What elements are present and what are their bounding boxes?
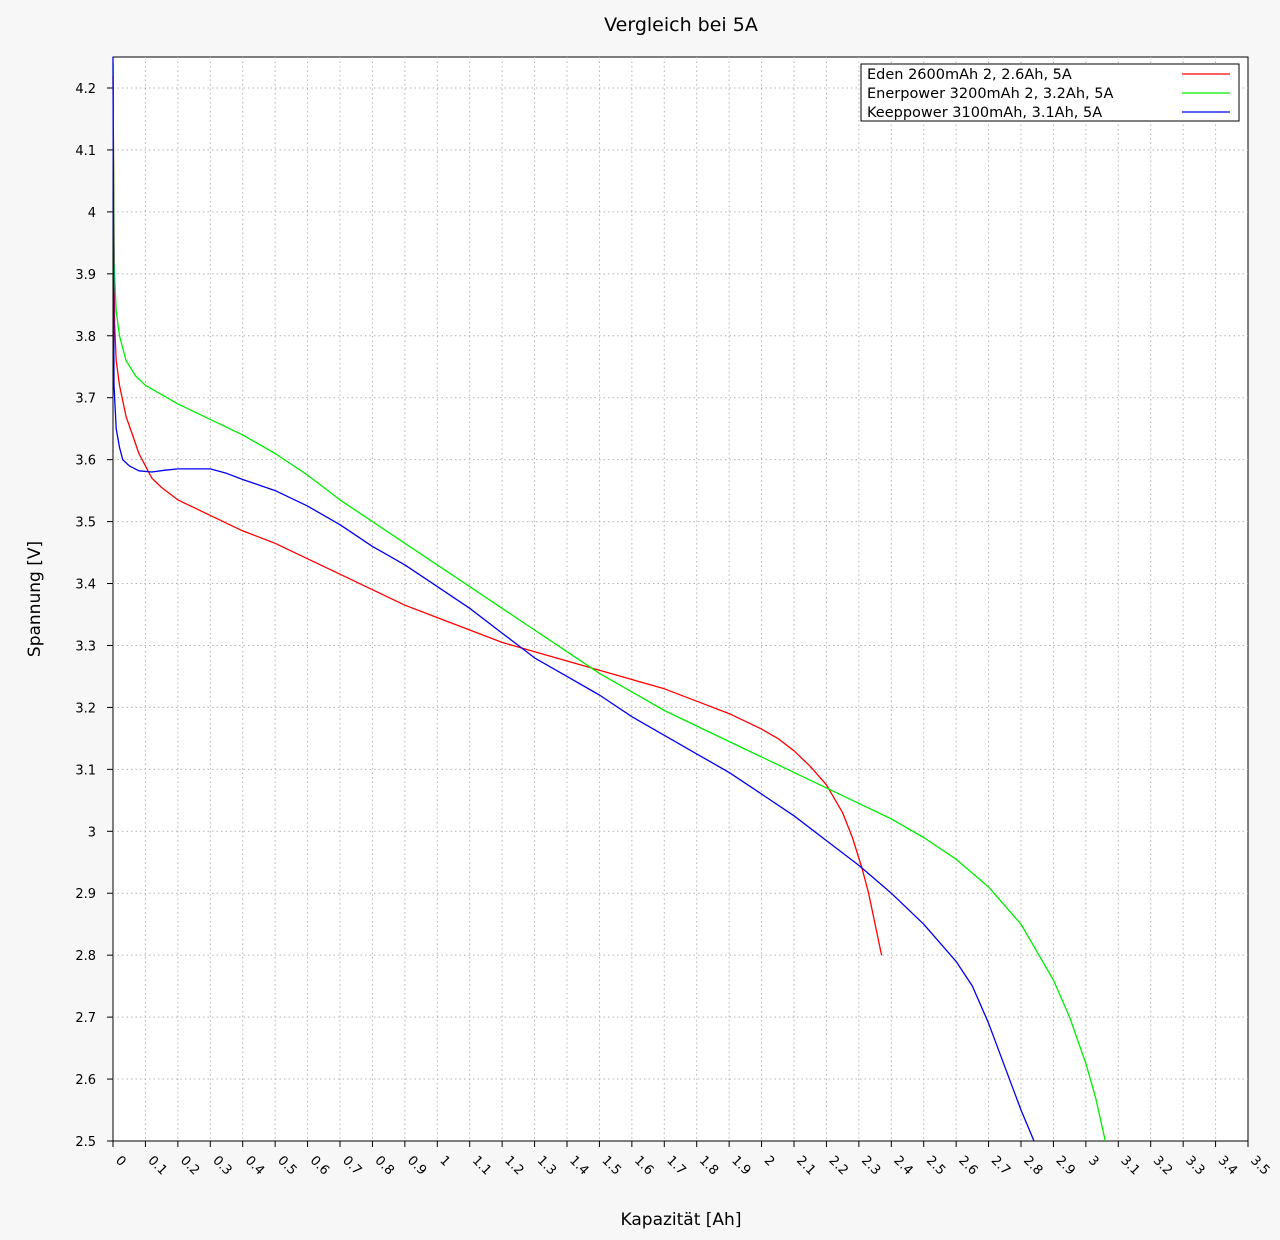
x-tick-label: 2 xyxy=(761,1153,777,1169)
series-line-eden xyxy=(112,75,883,956)
x-tick-label: 1.7 xyxy=(663,1153,688,1178)
legend-label-eden: Eden 2600mAh 2, 2.6Ah, 5A xyxy=(867,67,1072,83)
y-tick-label: 3.9 xyxy=(75,268,96,283)
x-tick-label: 0.4 xyxy=(242,1153,267,1178)
y-tick-label: 3.5 xyxy=(75,516,96,531)
x-tick-label: 1.4 xyxy=(566,1153,591,1178)
x-tick-label: 2.8 xyxy=(1020,1153,1045,1178)
x-tick-label: 2.2 xyxy=(826,1153,851,1178)
y-tick-label: 3.4 xyxy=(75,578,96,593)
y-tick-label: 3 xyxy=(88,825,96,840)
x-tick-label: 0.9 xyxy=(404,1153,429,1178)
chart-title: Vergleich bei 5A xyxy=(604,14,758,36)
y-tick-label: 3.3 xyxy=(75,639,96,654)
x-tick-label: 2.7 xyxy=(988,1153,1013,1178)
x-tick-label: 1.3 xyxy=(534,1153,559,1178)
y-tick-label: 2.9 xyxy=(75,887,96,902)
y-tick-label: 3.8 xyxy=(75,330,96,345)
x-tick-label: 0.2 xyxy=(177,1153,202,1178)
x-tick-label: 3 xyxy=(1085,1153,1101,1169)
x-tick-label: 0.3 xyxy=(209,1153,234,1178)
y-tick-label: 2.8 xyxy=(75,949,96,964)
x-tick-label: 3.2 xyxy=(1150,1153,1175,1178)
series-line-enerpower xyxy=(112,63,1106,1142)
x-tick-label: 1.9 xyxy=(728,1153,753,1178)
y-tick-label: 3.2 xyxy=(75,701,96,716)
x-tick-label: 0.7 xyxy=(339,1153,364,1178)
y-tick-label: 3.7 xyxy=(75,392,96,407)
x-tick-label: 1.2 xyxy=(501,1153,526,1178)
x-tick-label: 1.1 xyxy=(469,1153,494,1178)
x-tick-label: 2.4 xyxy=(890,1153,915,1178)
x-tick-label: 2.3 xyxy=(858,1153,883,1178)
x-tick-label: 0.6 xyxy=(307,1153,332,1178)
x-tick-label: 2.1 xyxy=(793,1153,818,1178)
x-axis-title: Kapazität [Ah] xyxy=(621,1210,742,1230)
x-tick-label: 3.1 xyxy=(1117,1153,1142,1178)
y-tick-label: 4 xyxy=(88,206,96,221)
x-tick-label: 3.5 xyxy=(1247,1153,1272,1178)
series-line-keeppower xyxy=(112,56,1035,1142)
x-tick-label: 1 xyxy=(436,1153,452,1169)
axis-ticks xyxy=(107,87,1249,1147)
grid-lines xyxy=(113,57,1248,1141)
y-tick-label: 2.6 xyxy=(75,1073,96,1088)
y-tick-label: 3.1 xyxy=(75,763,96,778)
x-tick-label: 1.6 xyxy=(631,1153,656,1178)
x-tick-labels: 0 0.1 0.2 0.3 0.4 0.5 0.6 0.7 0.8 0.9 1 1.1 1.2 1.3 1.… xyxy=(112,1153,1272,1178)
x-tick-label: 0.5 xyxy=(274,1153,299,1178)
x-tick-label: 3.3 xyxy=(1182,1153,1207,1178)
y-axis-title: Spannung [V] xyxy=(25,541,45,657)
y-tick-label: 4.1 xyxy=(75,144,96,159)
x-tick-label: 3.4 xyxy=(1215,1153,1240,1178)
y-tick-labels: 2.5 2.6 2.7 2.8 2.9 3 3.1 3.2 3.3 3.4 3.5 3.6 3.7 3.8… xyxy=(75,82,96,1150)
legend: Eden 2600mAh 2, 2.6Ah, 5A Enerpower 3200… xyxy=(860,63,1240,122)
y-tick-label: 2.5 xyxy=(75,1135,96,1150)
series-lines xyxy=(112,56,1106,1142)
y-tick-label: 3.6 xyxy=(75,454,96,469)
plot-area xyxy=(112,56,1249,1142)
x-tick-label: 0.1 xyxy=(145,1153,170,1178)
x-tick-label: 1.8 xyxy=(696,1153,721,1178)
legend-box xyxy=(860,63,1240,122)
x-tick-label: 1.5 xyxy=(599,1153,624,1178)
x-tick-label: 2.6 xyxy=(955,1153,980,1178)
y-tick-label: 4.2 xyxy=(75,82,96,97)
legend-label-enerpower: Enerpower 3200mAh 2, 3.2Ah, 5A xyxy=(867,86,1113,102)
x-tick-label: 2.9 xyxy=(1053,1153,1078,1178)
x-tick-label: 0 xyxy=(112,1153,128,1169)
y-tick-label: 2.7 xyxy=(75,1011,96,1026)
legend-label-keeppower: Keeppower 3100mAh, 3.1Ah, 5A xyxy=(867,105,1102,121)
x-tick-label: 2.5 xyxy=(923,1153,948,1178)
x-tick-label: 0.8 xyxy=(372,1153,397,1178)
